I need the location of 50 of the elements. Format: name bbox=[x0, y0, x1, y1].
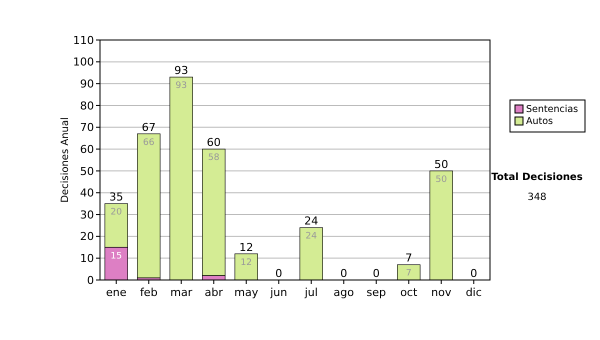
x-tick-label: dic bbox=[466, 286, 482, 299]
total-label: 0 bbox=[275, 267, 282, 280]
total-label: 93 bbox=[174, 64, 188, 78]
total-label: 7 bbox=[405, 252, 412, 265]
x-tick-label: feb bbox=[140, 286, 158, 299]
text: Total Decisiones bbox=[491, 172, 583, 183]
data-label: 93 bbox=[176, 81, 187, 92]
x-tick-label: oct bbox=[400, 286, 418, 299]
y-tick-label: 80 bbox=[80, 99, 94, 112]
x-tick-label: ene bbox=[106, 286, 127, 299]
data-label: 58 bbox=[208, 153, 220, 164]
x-tick-label: nov bbox=[431, 286, 452, 299]
text: 348 bbox=[527, 192, 547, 203]
legend-label: Sentencias bbox=[526, 104, 578, 115]
y-tick-label: 60 bbox=[80, 142, 94, 156]
y-tick-label: 90 bbox=[80, 77, 94, 90]
total-label: 60 bbox=[206, 136, 221, 150]
x-tick-label: mar bbox=[170, 286, 193, 299]
total-label: 0 bbox=[470, 267, 478, 280]
data-label: 24 bbox=[306, 232, 318, 242]
data-label: 50 bbox=[436, 174, 448, 185]
total-label: 24 bbox=[304, 214, 318, 228]
total-label: 50 bbox=[434, 158, 448, 171]
y-tick-label: 40 bbox=[80, 186, 94, 200]
y-tick-label: 100 bbox=[73, 56, 94, 69]
y-tick-label: 30 bbox=[80, 208, 94, 222]
data-label: 15 bbox=[110, 251, 122, 262]
data-label: 66 bbox=[143, 138, 155, 148]
total-label: 12 bbox=[239, 240, 254, 254]
x-tick-label: jul bbox=[304, 286, 318, 299]
y-tick-label: 10 bbox=[80, 252, 94, 266]
y-axis-title: Decisiones Anual bbox=[60, 117, 71, 203]
x-tick-label: ago bbox=[334, 286, 354, 299]
total-label: 67 bbox=[142, 120, 156, 134]
data-label: 12 bbox=[240, 258, 252, 268]
data-label: 7 bbox=[406, 268, 412, 279]
legend-label: Autos bbox=[526, 116, 554, 127]
y-tick-label: 20 bbox=[80, 230, 94, 244]
total-label: 0 bbox=[340, 267, 348, 280]
x-tick-label: jun bbox=[269, 286, 288, 299]
x-tick-label: may bbox=[234, 286, 259, 299]
total-label: 35 bbox=[109, 190, 124, 204]
x-tick-label: sep bbox=[366, 286, 386, 299]
y-tick-label: 0 bbox=[87, 274, 94, 287]
total-label: 0 bbox=[372, 267, 380, 280]
data-label: 20 bbox=[110, 208, 122, 218]
y-tick-label: 110 bbox=[73, 34, 94, 47]
x-tick-label: abr bbox=[204, 286, 224, 299]
y-tick-label: 50 bbox=[80, 164, 94, 178]
y-tick-label: 70 bbox=[80, 121, 94, 134]
